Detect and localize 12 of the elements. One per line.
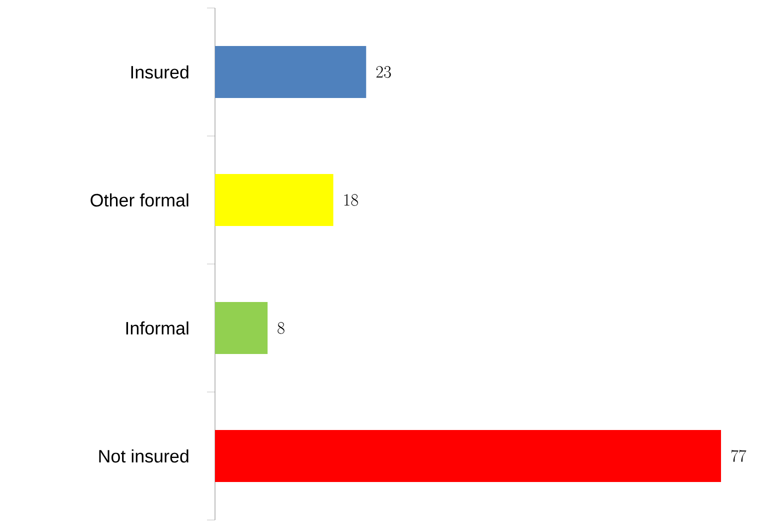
y-tick-label: Informal (126, 321, 188, 335)
y-tick-label: Other formal (90, 193, 188, 207)
y-tick-label: Not insured (99, 449, 188, 463)
bar (215, 174, 334, 226)
data-label: 23 (376, 66, 391, 78)
data-label: 8 (278, 322, 284, 334)
bar (215, 430, 722, 482)
bar (215, 46, 366, 98)
data-label: 77 (731, 450, 746, 462)
y-tick-label: Insured (131, 65, 188, 79)
bar (215, 302, 268, 354)
data-label: 18 (344, 194, 358, 206)
